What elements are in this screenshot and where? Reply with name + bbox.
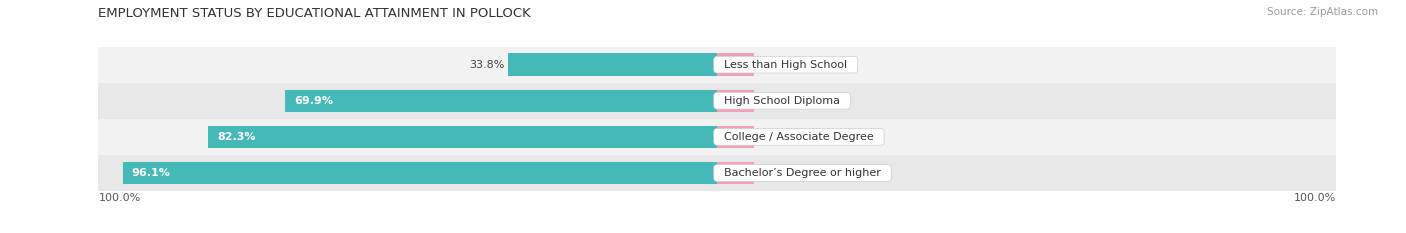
Bar — [122, 162, 717, 184]
Bar — [508, 53, 717, 76]
Text: 0.0%: 0.0% — [763, 132, 792, 142]
Text: College / Associate Degree: College / Associate Degree — [717, 132, 880, 142]
Text: High School Diploma: High School Diploma — [717, 96, 846, 106]
Bar — [717, 53, 754, 76]
Bar — [284, 89, 717, 112]
Text: 0.0%: 0.0% — [763, 168, 792, 178]
Text: 0.0%: 0.0% — [763, 96, 792, 106]
Text: EMPLOYMENT STATUS BY EDUCATIONAL ATTAINMENT IN POLLOCK: EMPLOYMENT STATUS BY EDUCATIONAL ATTAINM… — [98, 7, 531, 20]
Bar — [717, 162, 754, 184]
Text: 82.3%: 82.3% — [217, 132, 256, 142]
Text: 100.0%: 100.0% — [98, 193, 141, 203]
Text: 100.0%: 100.0% — [1294, 193, 1336, 203]
Bar — [98, 83, 1336, 119]
Bar — [98, 47, 1336, 83]
Bar — [717, 89, 754, 112]
Text: 0.0%: 0.0% — [763, 60, 792, 70]
Text: 69.9%: 69.9% — [294, 96, 333, 106]
Text: Source: ZipAtlas.com: Source: ZipAtlas.com — [1267, 7, 1378, 17]
Text: Bachelor’s Degree or higher: Bachelor’s Degree or higher — [717, 168, 889, 178]
Bar — [208, 126, 717, 148]
Text: 33.8%: 33.8% — [470, 60, 505, 70]
Text: Less than High School: Less than High School — [717, 60, 855, 70]
Text: 96.1%: 96.1% — [132, 168, 170, 178]
Bar — [98, 119, 1336, 155]
Bar — [717, 126, 754, 148]
Bar — [98, 155, 1336, 191]
